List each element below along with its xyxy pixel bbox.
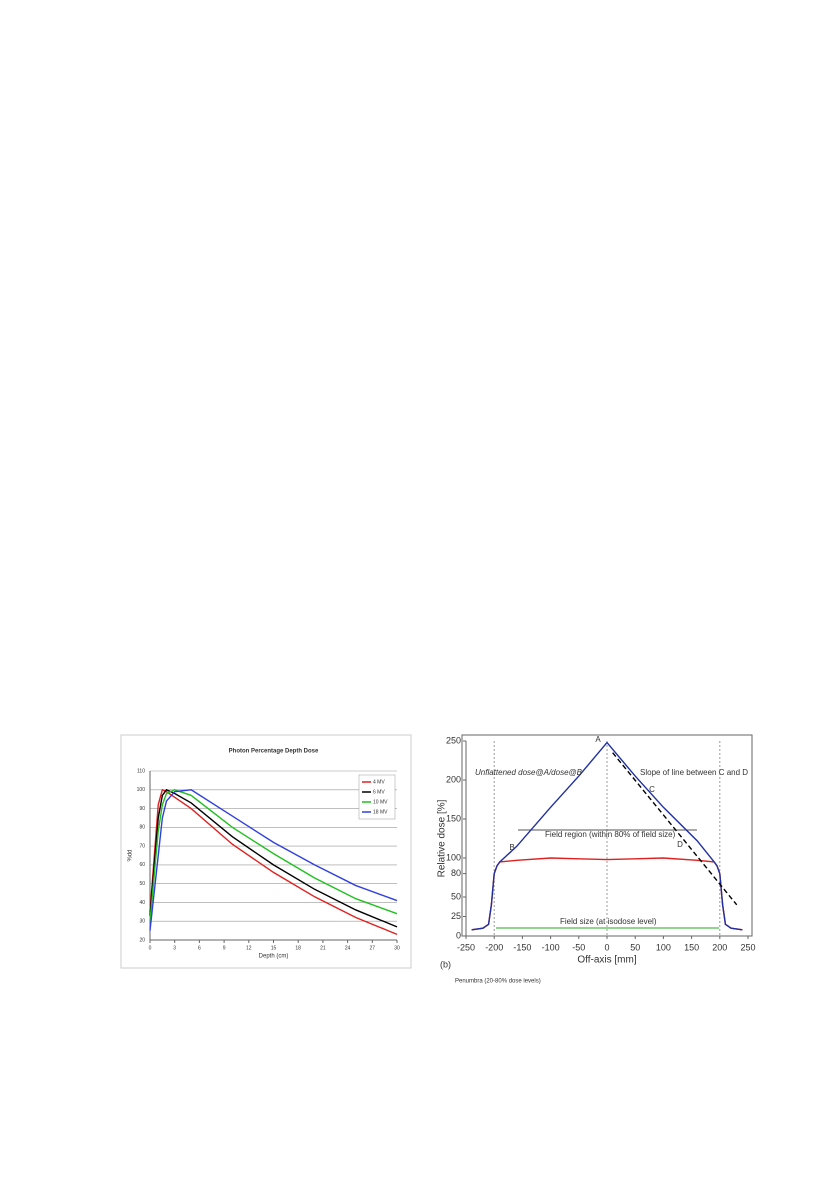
x-tick-label: 0 bbox=[149, 945, 152, 951]
legend-label: 6 MV bbox=[373, 789, 385, 795]
y-tick-label: 250 bbox=[446, 735, 461, 745]
left-panel bbox=[120, 734, 412, 969]
y-tick-label: 90 bbox=[139, 806, 145, 812]
series-line bbox=[149, 789, 398, 922]
series-line bbox=[471, 741, 743, 931]
x-axis-label: Off-axis [mm] bbox=[577, 955, 636, 966]
series-line bbox=[149, 788, 398, 936]
y-tick-label: 100 bbox=[446, 852, 461, 862]
x-tick-label: 21 bbox=[320, 945, 326, 951]
y-tick-label: 80 bbox=[139, 825, 145, 831]
x-tick-label: -250 bbox=[457, 942, 475, 952]
series-line bbox=[149, 788, 398, 928]
x-tick-label: 30 bbox=[394, 945, 400, 951]
y-tick-label: 150 bbox=[446, 813, 461, 823]
x-tick-label: -200 bbox=[485, 942, 503, 952]
series-line bbox=[149, 789, 398, 931]
x-tick-label: 6 bbox=[198, 945, 201, 951]
y-axis-label: Relative dose [%] bbox=[437, 799, 448, 877]
y-tick-label: 110 bbox=[137, 768, 145, 774]
x-tick-label: 100 bbox=[656, 942, 671, 952]
annotation: C bbox=[649, 785, 655, 794]
series-line bbox=[612, 752, 738, 906]
y-tick-label: 20 bbox=[139, 937, 145, 943]
x-axis-label: Depth (cm) bbox=[259, 954, 289, 960]
x-tick-label: 0 bbox=[604, 942, 609, 952]
y-tick-label: 25 bbox=[451, 911, 461, 921]
annotation: Field region (within 80% of field size) bbox=[545, 830, 676, 839]
annotation: B bbox=[509, 843, 514, 852]
y-tick-label: 0 bbox=[456, 930, 461, 940]
x-tick-label: 200 bbox=[712, 942, 727, 952]
y-tick-label: 100 bbox=[137, 787, 146, 793]
annotation: D bbox=[677, 840, 683, 849]
annotation: Unflattened dose@A/dose@B bbox=[475, 768, 583, 777]
y-axis-label: %dd bbox=[128, 849, 134, 861]
x-tick-label: 27 bbox=[370, 945, 376, 951]
x-tick-label: 50 bbox=[630, 942, 640, 952]
x-tick-label: -150 bbox=[513, 942, 531, 952]
x-tick-label: 18 bbox=[295, 945, 301, 951]
annotation: Penumbra (20-80% dose levels) bbox=[455, 979, 541, 985]
annotation: A bbox=[595, 735, 601, 744]
annotation: (b) bbox=[440, 959, 451, 969]
y-tick-label: 30 bbox=[139, 919, 145, 925]
annotation: Field size (at isodose level) bbox=[560, 917, 657, 926]
x-tick-label: 12 bbox=[246, 945, 252, 951]
x-tick-label: 15 bbox=[271, 945, 277, 951]
y-tick-label: 50 bbox=[139, 881, 145, 887]
legend-label: 18 MV bbox=[373, 809, 388, 815]
annotation: Slope of line between C and D bbox=[640, 768, 748, 777]
legend-label: 10 MV bbox=[373, 799, 388, 805]
y-tick-label: 40 bbox=[139, 900, 145, 906]
y-tick-label: 50 bbox=[451, 891, 461, 901]
y-tick-label: 70 bbox=[139, 843, 145, 849]
chart-title: Photon Percentage Depth Dose bbox=[229, 749, 319, 755]
x-tick-label: -50 bbox=[572, 942, 585, 952]
x-tick-label: 250 bbox=[740, 942, 755, 952]
x-tick-label: 150 bbox=[684, 942, 699, 952]
legend-label: 4 MV bbox=[373, 779, 385, 785]
y-tick-label: 60 bbox=[139, 862, 145, 868]
y-tick-label: 80 bbox=[451, 868, 461, 878]
x-tick-label: 24 bbox=[345, 945, 351, 951]
x-tick-label: 9 bbox=[223, 945, 226, 951]
x-tick-label: 3 bbox=[173, 945, 176, 951]
y-tick-label: 200 bbox=[446, 774, 461, 784]
x-tick-label: -100 bbox=[542, 942, 560, 952]
